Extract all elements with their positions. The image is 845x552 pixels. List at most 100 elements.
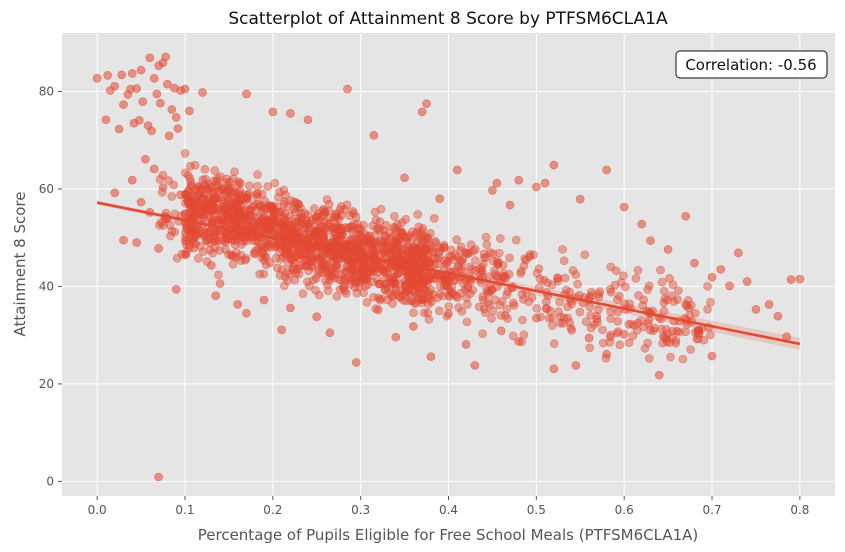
data-point (227, 251, 237, 261)
data-point (114, 124, 124, 134)
data-point (332, 210, 342, 219)
data-point (149, 74, 159, 83)
data-point (633, 266, 643, 275)
x-tick-label: 0.7 (702, 503, 721, 517)
data-point (490, 266, 499, 275)
data-point (119, 235, 128, 245)
data-point (180, 149, 190, 158)
data-point (519, 295, 528, 304)
data-point (646, 236, 655, 245)
chart-title: Scatterplot of Attainment 8 Score by PTF… (228, 9, 668, 29)
data-point (444, 309, 453, 319)
data-point (404, 285, 414, 295)
data-point (282, 268, 292, 277)
data-point (205, 214, 214, 224)
data-point (643, 319, 653, 328)
data-point (311, 212, 321, 222)
data-point (270, 219, 279, 229)
data-point (539, 275, 549, 285)
data-point (442, 311, 452, 321)
data-point (259, 295, 269, 305)
data-point (409, 322, 418, 331)
data-point (435, 194, 445, 204)
data-point (294, 269, 304, 279)
data-point (461, 340, 471, 349)
data-point (423, 272, 432, 281)
data-point (419, 308, 429, 318)
data-point (364, 260, 373, 270)
data-point (424, 291, 434, 300)
data-point (245, 181, 254, 191)
data-point (395, 293, 405, 302)
data-point (560, 273, 570, 283)
data-point (703, 282, 712, 291)
data-point (244, 189, 254, 198)
data-point (481, 308, 490, 318)
data-point (314, 290, 324, 300)
data-point (233, 300, 242, 309)
data-point (163, 79, 172, 89)
data-point (156, 98, 165, 108)
data-point (764, 300, 774, 309)
data-point (706, 297, 715, 307)
data-point (474, 302, 484, 312)
data-point (136, 65, 146, 75)
data-point (615, 340, 625, 350)
data-point (602, 165, 611, 175)
data-point (303, 255, 312, 264)
data-point (200, 180, 210, 189)
data-point (149, 164, 159, 174)
data-point (110, 188, 120, 198)
data-point (553, 273, 563, 283)
data-point (410, 298, 419, 308)
data-point (385, 228, 395, 238)
data-point (490, 295, 500, 304)
data-point (412, 227, 422, 237)
data-point (517, 337, 526, 347)
data-point (383, 295, 392, 305)
data-point (165, 220, 175, 230)
data-point (605, 338, 615, 347)
data-point (242, 308, 251, 318)
data-point (197, 205, 206, 214)
data-point (559, 256, 569, 266)
data-point (413, 210, 423, 219)
data-point (549, 364, 559, 374)
data-point (411, 243, 420, 253)
data-point (350, 277, 359, 287)
data-point (734, 248, 743, 258)
data-point (558, 245, 567, 254)
data-point (173, 124, 183, 133)
data-point (638, 301, 648, 310)
data-point (221, 193, 231, 202)
data-point (225, 177, 234, 187)
data-point (274, 193, 283, 202)
data-point (205, 205, 214, 214)
data-point (637, 219, 647, 229)
data-point (669, 297, 679, 306)
data-point (645, 354, 654, 363)
data-point (280, 221, 290, 230)
data-point (379, 237, 389, 246)
data-point (707, 272, 717, 282)
data-point (375, 295, 385, 305)
data-point (586, 310, 595, 320)
data-point (300, 208, 310, 218)
data-point (233, 180, 243, 190)
data-point (171, 285, 181, 294)
data-point (610, 280, 620, 290)
data-point (601, 353, 611, 363)
data-point (643, 338, 652, 348)
data-point (496, 311, 506, 320)
data-point (127, 175, 137, 185)
data-point (548, 313, 557, 323)
data-point (681, 211, 690, 221)
data-point (305, 281, 314, 291)
data-point (325, 222, 334, 232)
data-point (212, 176, 221, 186)
data-point (371, 215, 381, 225)
data-point (593, 318, 602, 327)
data-point (275, 187, 284, 197)
data-point (223, 217, 232, 226)
